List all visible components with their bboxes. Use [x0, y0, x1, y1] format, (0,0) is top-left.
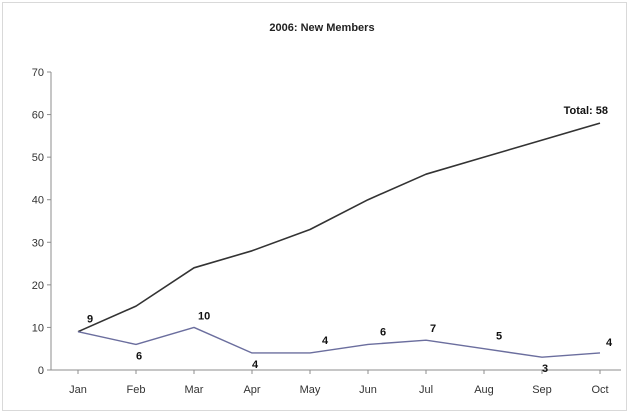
data-label: 4: [252, 359, 259, 371]
y-tick-label: 30: [32, 237, 44, 249]
data-label: 3: [542, 363, 548, 375]
data-label: 6: [136, 350, 142, 362]
y-tick-label: 50: [32, 152, 44, 164]
x-tick-label: Apr: [243, 384, 260, 396]
data-label: 9: [87, 314, 93, 326]
axes: 0 10 20 30 40 50 60 70 Jan Feb Mar Apr May Jun Jul Aug S…: [32, 67, 621, 396]
x-tick-label: Oct: [591, 384, 608, 396]
series-line-2: [77, 326, 601, 358]
x-tick-label: Feb: [127, 384, 146, 396]
x-tick-label: Jul: [419, 384, 433, 396]
series-line-1: [77, 122, 601, 333]
y-tick-label: 40: [32, 195, 44, 207]
x-tick-label: Sep: [532, 384, 552, 396]
x-tick-label: Aug: [474, 384, 494, 396]
chart-title: 2006: New Members: [269, 22, 374, 34]
y-tick-label: 70: [32, 67, 44, 79]
data-label: 4: [322, 335, 329, 347]
y-tick-label: 10: [32, 322, 44, 334]
x-tick-label: Jan: [69, 384, 87, 396]
x-tick-label: May: [300, 384, 321, 396]
data-label: 4: [606, 337, 613, 349]
total-label: Total: 58: [564, 105, 608, 117]
data-label: 5: [496, 331, 502, 343]
data-label: 7: [430, 323, 436, 335]
y-tick-label: 0: [38, 365, 44, 377]
y-tick-label: 60: [32, 110, 44, 122]
data-label: 10: [198, 310, 210, 322]
plot-area: Total: 58 9 6 10 4 4 6 7 5 3 4: [77, 105, 613, 375]
data-label: 6: [380, 326, 386, 338]
x-tick-label: Mar: [185, 384, 204, 396]
chart-frame: [2, 2, 627, 411]
y-tick-label: 20: [32, 280, 44, 292]
x-tick-label: Jun: [359, 384, 377, 396]
